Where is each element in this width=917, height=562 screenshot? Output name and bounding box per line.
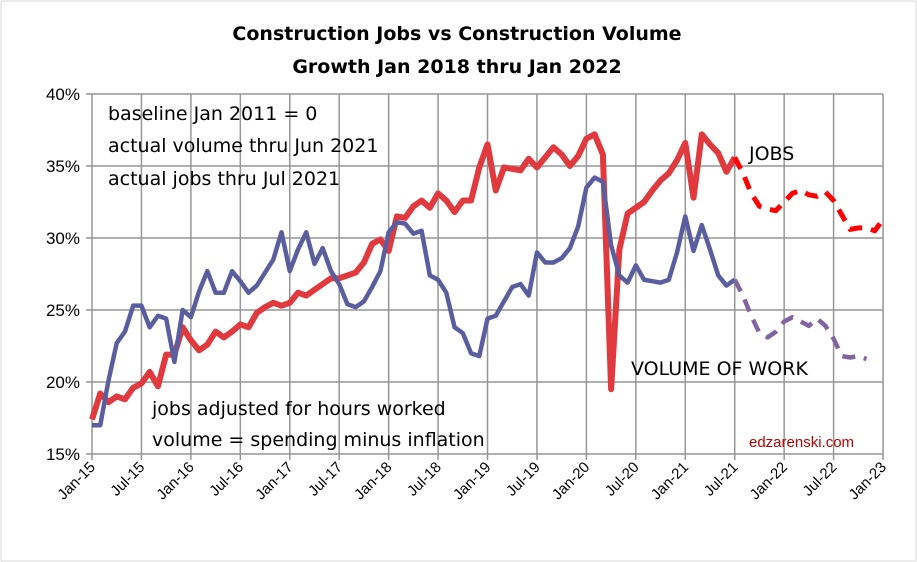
note-volume-thru: actual volume thru Jun 2021	[108, 135, 378, 157]
volume-actual-line	[92, 175, 737, 428]
note-volume-definition: volume = spending minus inflation	[152, 429, 485, 451]
y-tick-label: 40%	[46, 85, 80, 104]
label-volume-of-work: VOLUME OF WORK	[631, 358, 808, 380]
label-jobs: JOBS	[748, 143, 794, 165]
y-tick-label: 30%	[46, 229, 80, 248]
jobs-forecast-line	[732, 156, 886, 234]
y-tick-label: 25%	[46, 301, 80, 320]
chart-title-line-1: Construction Jobs vs Construction Volume	[232, 23, 681, 45]
note-baseline: baseline Jan 2011 = 0	[108, 103, 317, 125]
y-tick-label: 35%	[46, 157, 80, 176]
note-jobs-thru: actual jobs thru Jul 2021	[108, 168, 340, 190]
gridlines	[86, 93, 884, 460]
note-jobs-adjusted: jobs adjusted for hours worked	[151, 398, 446, 420]
y-tick-label: 20%	[46, 373, 80, 392]
credit-text: edzarenski.com	[749, 434, 854, 451]
y-tick-label: 15%	[46, 445, 80, 464]
volume-forecast-line	[732, 278, 868, 362]
jobs-actual-line	[89, 131, 738, 421]
chart-title-line-2: Growth Jan 2018 thru Jan 2022	[292, 56, 621, 78]
